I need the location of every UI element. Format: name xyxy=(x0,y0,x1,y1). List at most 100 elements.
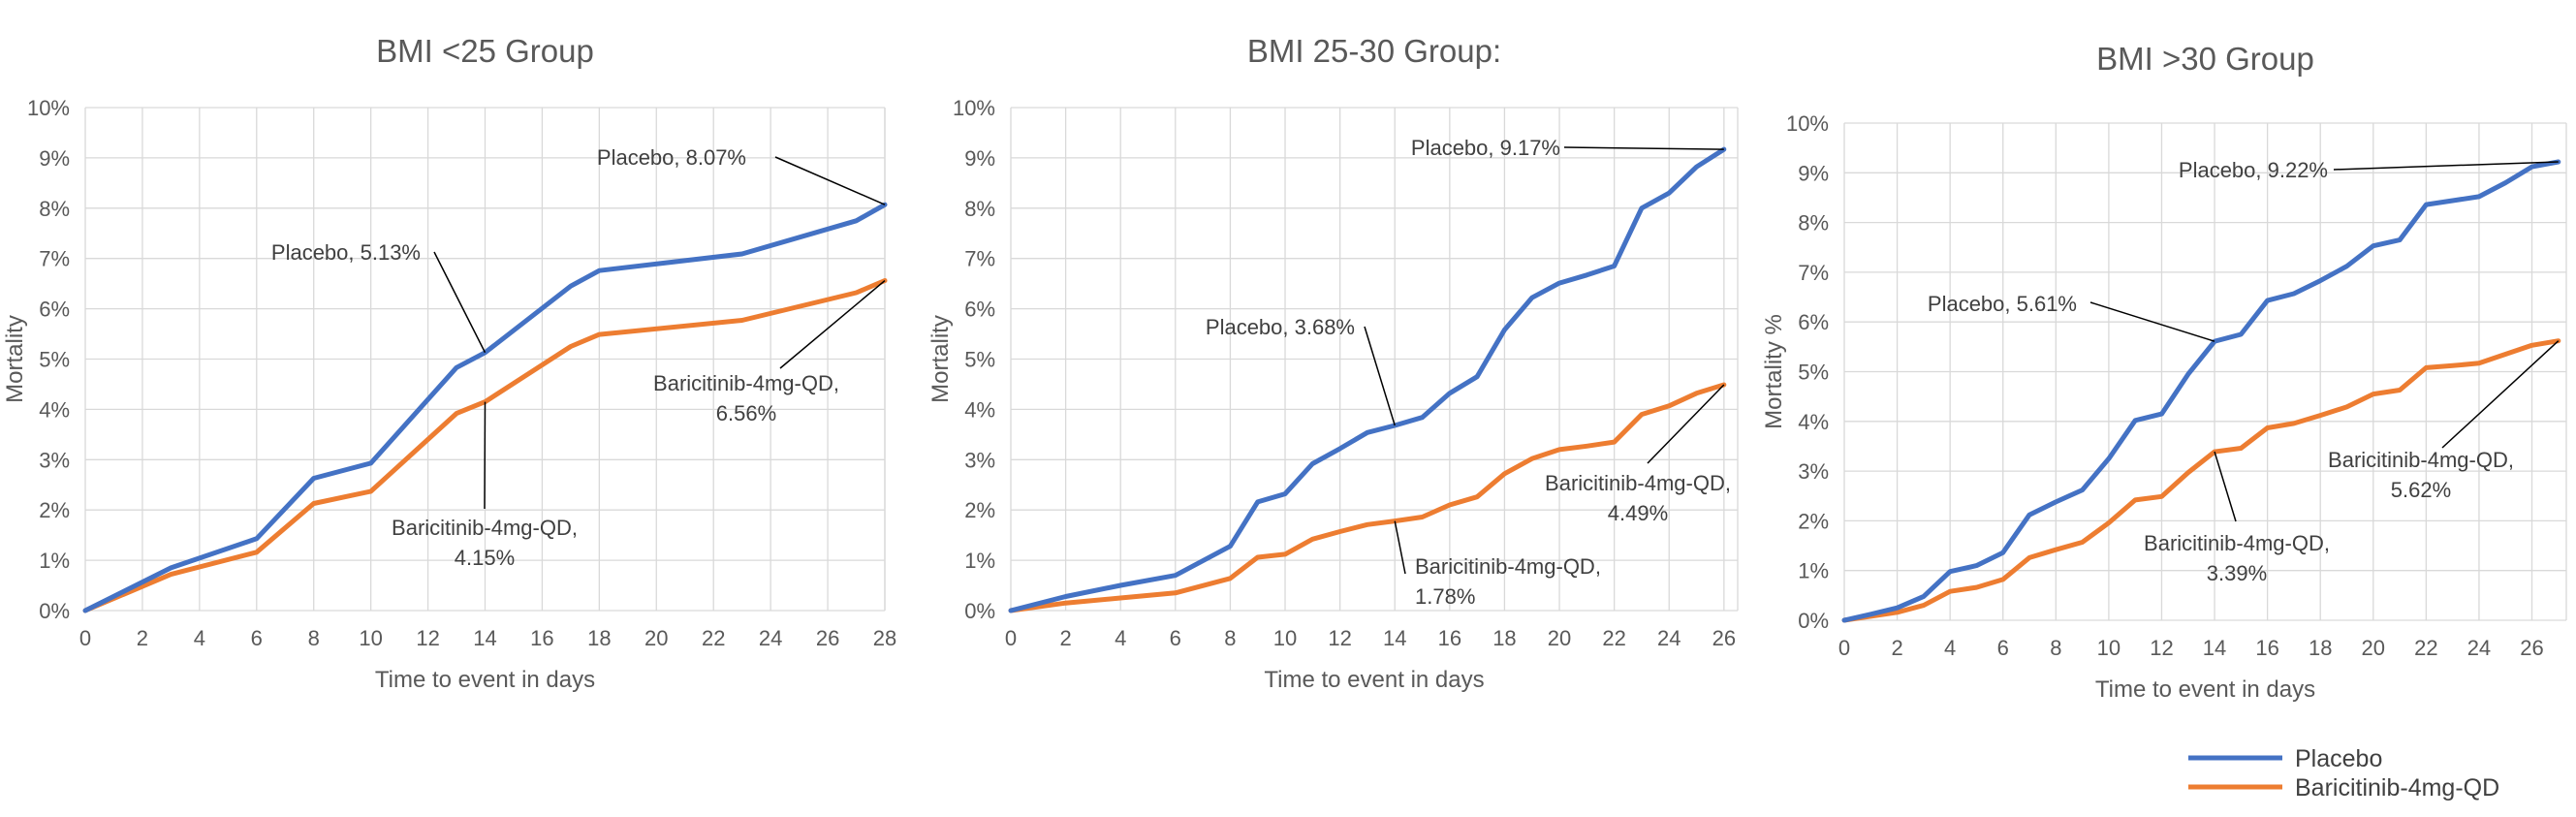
y-tick-label: 7% xyxy=(39,247,70,271)
x-tick-label: 24 xyxy=(1657,626,1681,650)
callout-label: Baricitinib-4mg-QD, xyxy=(1545,471,1731,495)
x-tick-label: 4 xyxy=(1115,626,1126,650)
y-tick-label: 8% xyxy=(39,197,70,221)
x-tick-label: 26 xyxy=(1712,626,1736,650)
x-tick-label: 18 xyxy=(587,626,611,650)
callout-label: Placebo, 5.61% xyxy=(1928,292,2077,316)
x-tick-label: 16 xyxy=(2255,636,2278,660)
legend-item: Placebo xyxy=(2188,745,2382,772)
x-tick-label: 26 xyxy=(816,626,839,650)
y-tick-label: 9% xyxy=(1798,161,1829,185)
callout-leader-line xyxy=(1394,520,1406,575)
y-tick-label: 3% xyxy=(964,448,995,472)
x-tick-label: 6 xyxy=(1997,636,2009,660)
x-tick-label: 6 xyxy=(1170,626,1181,650)
callout-label: 4.49% xyxy=(1608,501,1668,525)
chart-title: BMI <25 Group xyxy=(376,33,594,69)
x-tick-label: 14 xyxy=(1383,626,1406,650)
x-axis-title: Time to event in days xyxy=(1264,667,1484,693)
x-tick-label: 2 xyxy=(1059,626,1071,650)
callout-label: 6.56% xyxy=(716,401,776,425)
data-callout: Placebo, 9.17% xyxy=(1411,136,1724,160)
x-tick-label: 2 xyxy=(1891,636,1902,660)
y-tick-label: 8% xyxy=(1798,211,1829,236)
x-tick-label: 14 xyxy=(2203,636,2226,660)
callout-leader-line xyxy=(1647,384,1725,464)
x-tick-label: 12 xyxy=(1328,626,1351,650)
y-tick-label: 4% xyxy=(964,397,995,422)
x-tick-label: 18 xyxy=(1492,626,1516,650)
legend-label: Placebo xyxy=(2295,745,2382,772)
y-tick-label: 5% xyxy=(964,348,995,372)
y-tick-label: 4% xyxy=(39,397,70,422)
x-tick-label: 14 xyxy=(473,626,496,650)
series-line-baricitinib-4mg-qd xyxy=(1841,338,2561,623)
y-tick-label: 2% xyxy=(964,498,995,522)
chart-title: BMI >30 Group xyxy=(2096,41,2314,77)
x-tick-label: 4 xyxy=(1944,636,1956,660)
x-tick-label: 26 xyxy=(2520,636,2543,660)
legend-label: Baricitinib-4mg-QD xyxy=(2295,774,2499,801)
y-tick-label: 7% xyxy=(1798,261,1829,285)
y-tick-label: 0% xyxy=(39,599,70,623)
x-tick-label: 12 xyxy=(416,626,439,650)
callout-leader-line xyxy=(433,251,487,354)
y-axis-title: Mortality xyxy=(927,315,954,403)
x-tick-label: 24 xyxy=(2467,636,2491,660)
callout-leader-line xyxy=(2441,340,2560,449)
x-axis-title: Time to event in days xyxy=(2095,676,2315,703)
x-tick-label: 20 xyxy=(2362,636,2385,660)
series-line-baricitinib-4mg-qd xyxy=(82,278,888,613)
callout-label: Placebo, 9.17% xyxy=(1411,136,1560,160)
callout-label: Placebo, 3.68% xyxy=(1206,315,1355,339)
x-tick-label: 24 xyxy=(759,626,782,650)
x-tick-label: 10 xyxy=(359,626,382,650)
x-tick-label: 12 xyxy=(2150,636,2173,660)
y-tick-label: 5% xyxy=(39,348,70,372)
data-callout: Baricitinib-4mg-QD, 3.39% xyxy=(2144,451,2330,585)
x-tick-label: 0 xyxy=(1838,636,1850,660)
x-tick-label: 0 xyxy=(79,626,91,650)
y-tick-label: 9% xyxy=(39,146,70,171)
callout-leader-line xyxy=(1563,146,1724,150)
callout-leader-line xyxy=(774,156,886,205)
x-tick-label: 8 xyxy=(1224,626,1236,650)
x-tick-label: 8 xyxy=(2050,636,2061,660)
callout-label: 5.62% xyxy=(2391,478,2451,502)
y-tick-label: 10% xyxy=(27,96,70,120)
y-axis-title: Mortality % xyxy=(1761,314,1787,429)
x-tick-label: 0 xyxy=(1005,626,1017,650)
y-tick-label: 10% xyxy=(953,96,995,120)
data-callout: Placebo, 5.61% xyxy=(1928,292,2215,342)
x-tick-label: 18 xyxy=(2309,636,2332,660)
x-tick-label: 22 xyxy=(702,626,725,650)
data-callout: Baricitinib-4mg-QD, 5.62% xyxy=(2328,340,2560,502)
series-line-baricitinib-4mg-qd xyxy=(1008,382,1727,613)
series-line-placebo xyxy=(82,202,888,613)
callout-leader-line xyxy=(779,279,886,369)
data-callout: Baricitinib-4mg-QD, 4.49% xyxy=(1545,384,1731,525)
legend-item: Baricitinib-4mg-QD xyxy=(2188,774,2499,801)
callout-label: 1.78% xyxy=(1415,584,1475,609)
callout-label: Baricitinib-4mg-QD, xyxy=(392,516,578,540)
x-tick-label: 2 xyxy=(137,626,148,650)
y-tick-label: 8% xyxy=(964,197,995,221)
callout-label: Baricitinib-4mg-QD, xyxy=(653,371,839,395)
chart-title: BMI 25-30 Group: xyxy=(1247,33,1501,69)
y-tick-label: 6% xyxy=(964,298,995,322)
data-callout: Placebo, 9.22% xyxy=(2179,158,2559,182)
series-line-placebo xyxy=(1008,146,1727,613)
callout-leader-line xyxy=(484,401,487,510)
y-tick-label: 0% xyxy=(1798,609,1829,633)
callout-leader-line xyxy=(1364,326,1396,426)
data-callout: Baricitinib-4mg-QD, 6.56% xyxy=(653,279,886,425)
x-tick-label: 8 xyxy=(308,626,320,650)
x-tick-label: 4 xyxy=(194,626,205,650)
y-tick-label: 1% xyxy=(964,549,995,573)
y-tick-label: 2% xyxy=(39,498,70,522)
y-tick-label: 1% xyxy=(1798,559,1829,583)
y-tick-label: 3% xyxy=(39,448,70,472)
y-tick-label: 1% xyxy=(39,549,70,573)
